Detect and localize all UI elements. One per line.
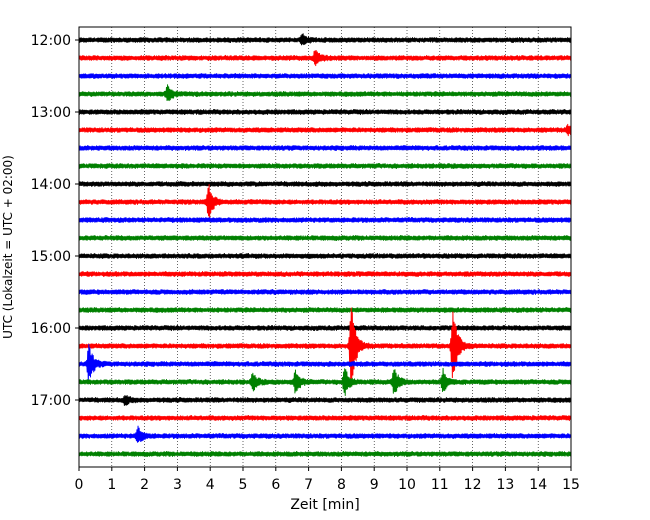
x-tick-label: 2 bbox=[140, 477, 149, 493]
x-tick-label: 7 bbox=[304, 477, 313, 493]
seismic-trace bbox=[78, 144, 572, 152]
x-tick-label: 0 bbox=[75, 477, 84, 493]
seismic-trace bbox=[78, 50, 572, 67]
seismic-trace bbox=[78, 324, 572, 332]
seismic-trace bbox=[78, 414, 572, 422]
x-tick-label: 5 bbox=[239, 477, 248, 493]
x-tick-label: 11 bbox=[431, 477, 449, 493]
seismic-trace bbox=[78, 180, 572, 188]
seismic-trace bbox=[78, 84, 572, 102]
x-tick-label: 6 bbox=[271, 477, 280, 493]
x-tick-label: 8 bbox=[337, 477, 346, 493]
x-tick-label: 12 bbox=[464, 477, 482, 493]
seismic-trace bbox=[78, 123, 572, 137]
seismic-trace bbox=[78, 307, 572, 387]
y-axis-ticks: 12:00 13:00 14:00 15:00 16:00 17:00 bbox=[31, 33, 79, 409]
x-tick-label: 14 bbox=[529, 477, 547, 493]
seismic-trace bbox=[78, 343, 572, 384]
x-tick-label: 13 bbox=[496, 477, 514, 493]
seismic-trace bbox=[78, 288, 572, 296]
x-axis-ticks: 0 1 2 3 4 5 6 7 8 9 10 11 12 13 14 15 bbox=[75, 467, 580, 493]
y-tick-label: 15:00 bbox=[31, 249, 71, 265]
x-tick-label: 9 bbox=[370, 477, 379, 493]
x-tick-label: 1 bbox=[107, 477, 116, 493]
x-tick-label: 3 bbox=[173, 477, 182, 493]
seismic-trace bbox=[78, 72, 572, 80]
x-tick-label: 15 bbox=[562, 477, 580, 493]
x-axis-label: Zeit [min] bbox=[290, 497, 359, 513]
y-tick-label: 12:00 bbox=[31, 33, 71, 49]
seismic-trace bbox=[78, 425, 572, 443]
seismic-trace bbox=[78, 270, 572, 278]
seismic-trace bbox=[78, 306, 572, 314]
seismic-trace bbox=[78, 184, 572, 219]
vertical-grid-lines bbox=[111, 27, 539, 467]
x-tick-label: 10 bbox=[398, 477, 416, 493]
seismic-trace bbox=[78, 395, 572, 407]
seismic-trace bbox=[78, 367, 572, 396]
y-tick-label: 13:00 bbox=[31, 105, 71, 121]
y-tick-label: 17:00 bbox=[31, 393, 71, 409]
seismic-trace bbox=[78, 162, 572, 170]
seismic-trace bbox=[78, 234, 572, 242]
plot-frame bbox=[78, 26, 572, 468]
seismic-trace bbox=[78, 450, 572, 458]
x-tick-label: 4 bbox=[206, 477, 215, 493]
seismic-trace bbox=[78, 216, 572, 224]
y-tick-label: 14:00 bbox=[31, 177, 71, 193]
seismic-trace bbox=[78, 108, 572, 116]
seismic-traces bbox=[78, 33, 572, 458]
seismic-trace bbox=[78, 252, 572, 260]
y-axis-label: UTC (Lokalzeit = UTC + 02:00) bbox=[1, 155, 15, 339]
seismic-trace bbox=[78, 33, 572, 46]
y-tick-label: 16:00 bbox=[31, 321, 71, 337]
